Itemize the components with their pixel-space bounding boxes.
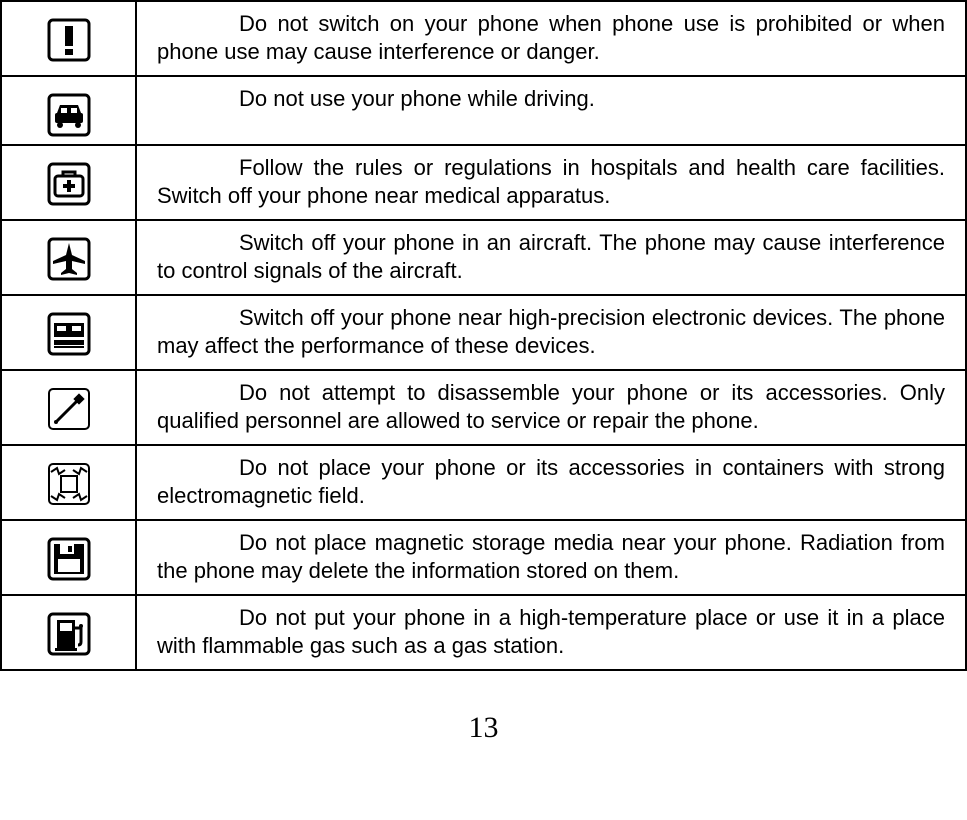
table-row: Do not switch on your phone when phone u… (1, 1, 966, 76)
medical-icon (45, 160, 93, 208)
table-row: Switch off your phone in an aircraft. Th… (1, 220, 966, 295)
gaspump-icon (45, 610, 93, 658)
icon-cell (1, 76, 136, 145)
warning-icon (45, 16, 93, 64)
text-cell: Do not place your phone or its accessori… (136, 445, 966, 520)
text-cell: Do not use your phone while driving. (136, 76, 966, 145)
text-cell: Do not place magnetic storage media near… (136, 520, 966, 595)
text-cell: Follow the rules or regulations in hospi… (136, 145, 966, 220)
table-row: Do not put your phone in a high-temperat… (1, 595, 966, 670)
text-cell: Do not switch on your phone when phone u… (136, 1, 966, 76)
text-cell: Do not put your phone in a high-temperat… (136, 595, 966, 670)
table-row: Do not attempt to disassemble your phone… (1, 370, 966, 445)
table-row: Do not place magnetic storage media near… (1, 520, 966, 595)
icon-cell (1, 1, 136, 76)
icon-cell (1, 445, 136, 520)
safety-text: Switch off your phone near high-precisio… (157, 304, 945, 359)
page-number: 13 (0, 711, 967, 745)
text-cell: Switch off your phone in an aircraft. Th… (136, 220, 966, 295)
electronics-icon (45, 310, 93, 358)
text-cell: Switch off your phone near high-precisio… (136, 295, 966, 370)
airplane-icon (45, 235, 93, 283)
safety-text: Do not attempt to disassemble your phone… (157, 379, 945, 434)
icon-cell (1, 295, 136, 370)
icon-cell (1, 595, 136, 670)
safety-text: Switch off your phone in an aircraft. Th… (157, 229, 945, 284)
icon-cell (1, 220, 136, 295)
table-row: Do not use your phone while driving. (1, 76, 966, 145)
page-container: Do not switch on your phone when phone u… (0, 0, 967, 745)
safety-table: Do not switch on your phone when phone u… (0, 0, 967, 671)
table-row: Do not place your phone or its accessori… (1, 445, 966, 520)
table-row: Switch off your phone near high-precisio… (1, 295, 966, 370)
safety-text: Do not switch on your phone when phone u… (157, 10, 945, 65)
safety-text: Do not put your phone in a high-temperat… (157, 604, 945, 659)
safety-text: Do not place magnetic storage media near… (157, 529, 945, 584)
safety-text: Follow the rules or regulations in hospi… (157, 154, 945, 209)
safety-text: Do not place your phone or its accessori… (157, 454, 945, 509)
safety-table-body: Do not switch on your phone when phone u… (1, 1, 966, 670)
text-cell: Do not attempt to disassemble your phone… (136, 370, 966, 445)
screwdriver-icon (45, 385, 93, 433)
emf-icon (45, 460, 93, 508)
car-icon (45, 91, 93, 139)
icon-cell (1, 520, 136, 595)
safety-text: Do not use your phone while driving. (157, 85, 945, 113)
table-row: Follow the rules or regulations in hospi… (1, 145, 966, 220)
icon-cell (1, 145, 136, 220)
icon-cell (1, 370, 136, 445)
floppy-icon (45, 535, 93, 583)
